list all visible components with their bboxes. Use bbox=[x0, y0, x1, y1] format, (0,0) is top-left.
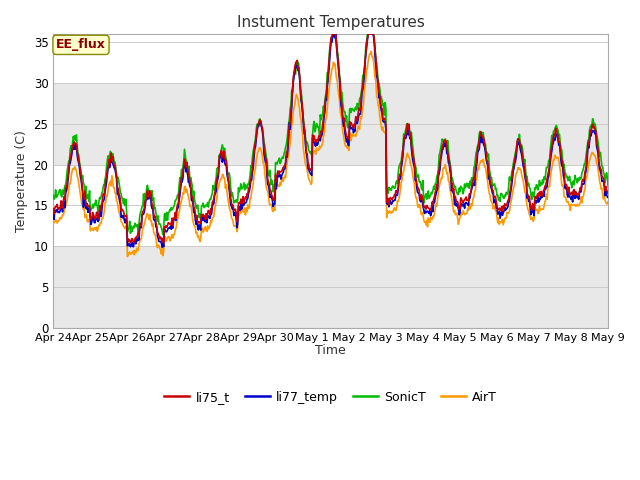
Bar bbox=[53, 83, 608, 165]
Bar bbox=[53, 246, 608, 328]
Bar bbox=[53, 246, 608, 328]
X-axis label: Time: Time bbox=[316, 344, 346, 357]
Text: EE_flux: EE_flux bbox=[56, 38, 106, 51]
Y-axis label: Temperature (C): Temperature (C) bbox=[15, 130, 28, 232]
Legend: li75_t, li77_temp, SonicT, AirT: li75_t, li77_temp, SonicT, AirT bbox=[159, 385, 502, 408]
Title: Instument Temperatures: Instument Temperatures bbox=[237, 15, 425, 30]
Bar bbox=[53, 83, 608, 165]
